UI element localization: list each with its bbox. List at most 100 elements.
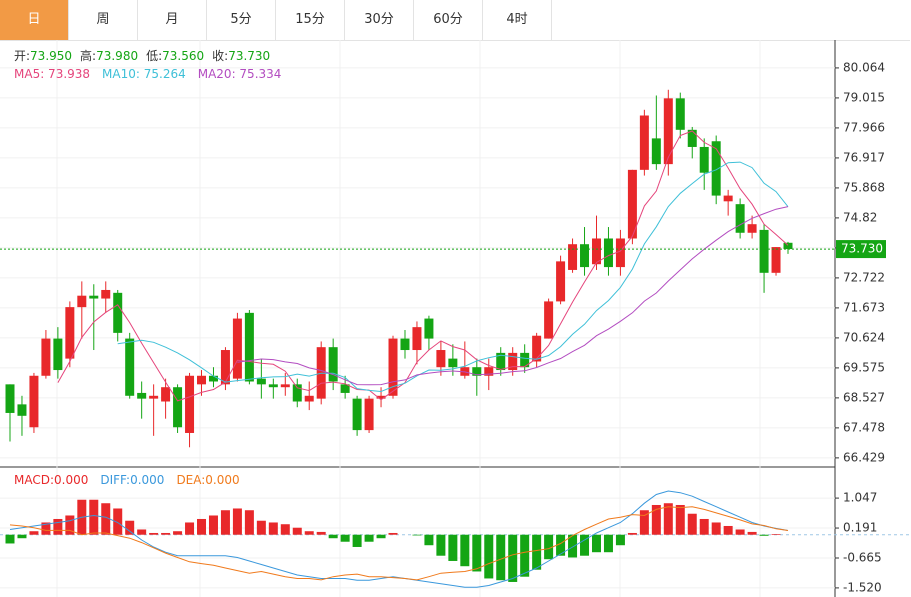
macd-bar — [197, 518, 207, 535]
candle-body — [220, 350, 230, 385]
macd-bar — [376, 534, 386, 539]
y-tick-label: 1.047 — [843, 491, 877, 505]
ma-label: MA20: 75.334 — [198, 67, 282, 81]
candle-body — [771, 247, 781, 273]
candle-body — [101, 289, 111, 299]
tab[interactable]: 15分 — [276, 0, 345, 40]
candle-body — [197, 375, 207, 385]
candle-body — [388, 338, 398, 396]
ohlc-label: 开: — [14, 49, 30, 63]
ma-info: MA5: 73.938 MA10: 75.264 MA20: 75.334 — [14, 67, 281, 81]
last-price-box — [836, 240, 886, 259]
macd-bar — [735, 529, 745, 535]
macd-bar — [113, 508, 123, 535]
y-tick-label: 74.82 — [843, 210, 877, 224]
candle-body — [352, 398, 362, 431]
candle-body — [663, 98, 673, 165]
tab[interactable]: 5分 — [207, 0, 276, 40]
macd-label: DIFF:0.000 — [100, 473, 164, 487]
macd-bar — [220, 510, 230, 535]
candle-body — [161, 387, 171, 402]
y-tick-label: 77.966 — [843, 120, 885, 134]
macd-bar — [185, 522, 195, 535]
candle-body — [125, 338, 135, 396]
macd-bar — [460, 534, 470, 567]
candle-body — [532, 335, 542, 362]
candle-body — [711, 141, 721, 196]
macd-bar — [125, 520, 135, 535]
candle-body — [232, 318, 242, 379]
macd-bar — [292, 527, 302, 535]
tab[interactable]: 日 — [0, 0, 69, 40]
macd-bar — [388, 532, 398, 535]
ohlc-label: 低: — [146, 49, 162, 63]
macd-bar — [436, 534, 446, 556]
candle-body — [687, 129, 697, 147]
candle-body — [89, 295, 99, 299]
macd-bar — [412, 534, 422, 536]
macd-bar — [256, 520, 266, 535]
macd-bar — [580, 534, 590, 556]
ohlc-label: 收: — [212, 49, 228, 63]
macd-bar — [316, 531, 326, 535]
candle-body — [651, 138, 661, 165]
candle-body — [472, 367, 482, 376]
macd-bar — [364, 534, 374, 542]
candle-body — [304, 395, 314, 402]
candle-body — [185, 375, 195, 433]
candle-body — [5, 384, 15, 413]
candle-body — [41, 338, 51, 376]
macd-bar — [29, 531, 39, 535]
macd-bar — [627, 532, 637, 535]
macd-bar — [639, 510, 649, 535]
ma-line — [57, 130, 789, 402]
macd-bar — [280, 524, 290, 535]
macd-bar — [137, 529, 147, 535]
macd-bar — [161, 532, 171, 535]
candle-body — [256, 378, 266, 385]
macd-bar — [663, 503, 673, 535]
last-price-label: 73.730 — [841, 242, 883, 256]
candle-body — [723, 195, 733, 202]
tab[interactable]: 周 — [69, 0, 138, 40]
ohlc-value: 73.980 — [96, 49, 138, 63]
y-tick-label: 79.015 — [843, 90, 885, 104]
macd-bar — [101, 503, 111, 535]
macd-bar — [520, 534, 530, 577]
y-tick-label: 75.868 — [843, 180, 885, 194]
y-tick-label: 72.722 — [843, 270, 885, 284]
macd-bar — [508, 534, 518, 582]
candle-body — [783, 242, 793, 250]
candle-body — [113, 292, 123, 333]
ma-label: MA5: 73.938 — [14, 67, 90, 81]
candle-body — [496, 352, 506, 371]
macd-bar — [244, 510, 254, 535]
macd-bar — [208, 515, 218, 535]
macd-bar — [532, 534, 542, 570]
macd-bar — [304, 531, 314, 535]
candle-body — [340, 384, 350, 393]
candle-body — [675, 98, 685, 130]
macd-bar — [747, 531, 757, 535]
macd-bar — [149, 532, 159, 535]
macd-bar — [603, 534, 613, 553]
candle-body — [29, 375, 39, 428]
macd-info: MACD:0.000 DIFF:0.000 DEA:0.000 — [14, 473, 240, 487]
macd-bar — [484, 534, 494, 579]
y-tick-label: 69.575 — [843, 360, 885, 374]
candle-body — [591, 238, 601, 265]
tab[interactable]: 4时 — [483, 0, 552, 40]
ohlc-value: 73.730 — [228, 49, 270, 63]
macd-bar — [41, 522, 51, 535]
macd-line — [9, 506, 789, 581]
y-tick-label: -1.520 — [843, 580, 882, 594]
ohlc-label: 高: — [80, 48, 96, 63]
tab[interactable]: 60分 — [414, 0, 483, 40]
macd-bar — [268, 522, 278, 535]
y-tick-label: 67.478 — [843, 420, 885, 434]
tab[interactable]: 月 — [138, 0, 207, 40]
ma-label: MA10: 75.264 — [102, 67, 186, 81]
tab[interactable]: 30分 — [345, 0, 414, 40]
